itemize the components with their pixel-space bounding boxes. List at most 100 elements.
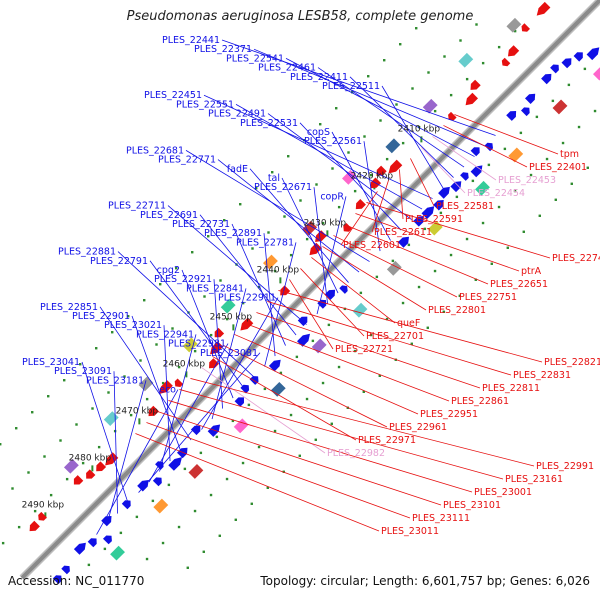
forward-gene-arrow [168,457,182,471]
guide-dot [177,525,181,529]
forward-label-leader [267,113,412,220]
guide-dot [577,125,581,129]
guide-dot [75,423,78,426]
reverse-label-leader [267,301,512,376]
guide-dot [442,310,445,313]
scale-label: 2440 kbp [257,266,300,276]
reverse-gene-label: tpm [560,149,579,160]
guide-dot [369,173,373,177]
guide-dot [385,157,389,161]
guide-dot [79,363,82,366]
reverse-gene-arrow [521,23,530,32]
guide-dot [298,454,301,457]
guide-dot [239,203,242,206]
guide-dot [513,29,517,33]
forward-gene-label: PLES_22771 [158,155,216,166]
guide-dot [347,151,350,154]
guide-dot [263,387,267,391]
guide-dot [475,23,478,26]
forward-gene-arrow [103,535,112,545]
gene-labels: PLES_22441PLES_22371PLES_22541PLES_22461… [22,35,600,537]
guide-dot [81,461,85,465]
guide-dot [305,397,309,401]
forward-label-leader [235,104,423,210]
forward-gene-label: PLES_23041 [22,357,80,368]
feature-box [458,52,474,68]
guide-dot [427,71,430,74]
guide-dot [43,455,46,458]
guide-dot [481,61,485,65]
guide-dot [49,493,53,497]
feature-box [233,418,249,434]
guide-dot [234,518,237,521]
forward-gene-arrow [506,111,517,121]
scale-label: 2470 kbp [116,407,159,417]
guide-dot [545,157,549,161]
guide-dot [289,253,293,257]
scale-label: 2460 kbp [163,360,206,370]
scale-labels: 2410 kbp 2420 kbp 2430 kbp 2440 kbp 2450 kbp… [22,125,441,511]
reverse-gene-label: queF [397,318,420,329]
guide-dot [15,427,18,430]
forward-gene-arrow [234,397,244,407]
forward-gene-label: PLES_22561 [304,136,362,147]
guide-dot [586,166,589,169]
forward-gene-label: cpg2 [157,265,180,276]
guide-dot [319,123,322,126]
forward-gene-arrow [87,538,97,548]
guide-dot [433,269,437,273]
guide-dot [331,167,334,170]
guide-dot [330,422,333,425]
reverse-label-leader [300,268,365,337]
forward-label-leader [167,205,307,325]
feature-box [552,99,568,115]
forward-gene-arrow [450,181,462,193]
forward-gene-arrow [207,424,221,437]
reverse-label-leader [366,202,551,259]
guide-dot [353,349,357,353]
guide-dot [363,135,366,138]
forward-gene-label: PLES_22511 [322,81,380,92]
reverse-gene-arrow [309,242,322,256]
guide-dot [503,147,507,151]
reverse-label-leader [168,400,473,493]
reverse-label-leader [146,422,411,519]
reverse-label-leader [201,367,326,454]
reverse-gene-label: PLES_23101 [443,500,501,511]
forward-label-leader [163,325,171,462]
feature-box [188,464,204,479]
guide-dot [279,371,283,375]
guide-dot [63,379,66,382]
guide-dot [103,547,107,551]
guide-dot [362,390,365,393]
reverse-gene-arrow [210,341,224,355]
reverse-gene-arrow [86,469,96,479]
reverse-label-leader [190,378,535,467]
guide-dot [459,39,462,42]
forward-gene-label: tal [268,173,280,184]
guide-dot [282,470,285,473]
feature-box [422,98,438,114]
reverse-label-leader [289,279,334,350]
guide-dot [471,179,475,183]
reverse-gene-arrow [174,378,184,387]
forward-gene-label: PLES_22531 [240,118,298,129]
genome-summary-text: Topology: circular; Length: 6,601,757 bp… [260,574,590,588]
forward-label-leader [181,269,234,399]
guide-dot [95,347,98,350]
forward-gene-label: PLES_22691 [140,210,198,221]
guide-dot [47,395,50,398]
forward-gene-arrow [397,236,409,248]
guide-dot [11,487,14,490]
guide-dot [554,198,557,201]
guide-dot [375,275,379,279]
forward-label-leader [117,251,255,378]
guide-dot [458,294,461,297]
forward-gene-arrow [317,299,327,309]
guide-dot [155,343,158,346]
forward-gene-arrow [324,289,336,300]
forward-gene-arrow [433,200,444,211]
guide-dot [378,374,381,377]
map-title: Pseudomonas aeruginosa LESB58, complete … [126,9,474,24]
guide-dot [401,141,405,145]
